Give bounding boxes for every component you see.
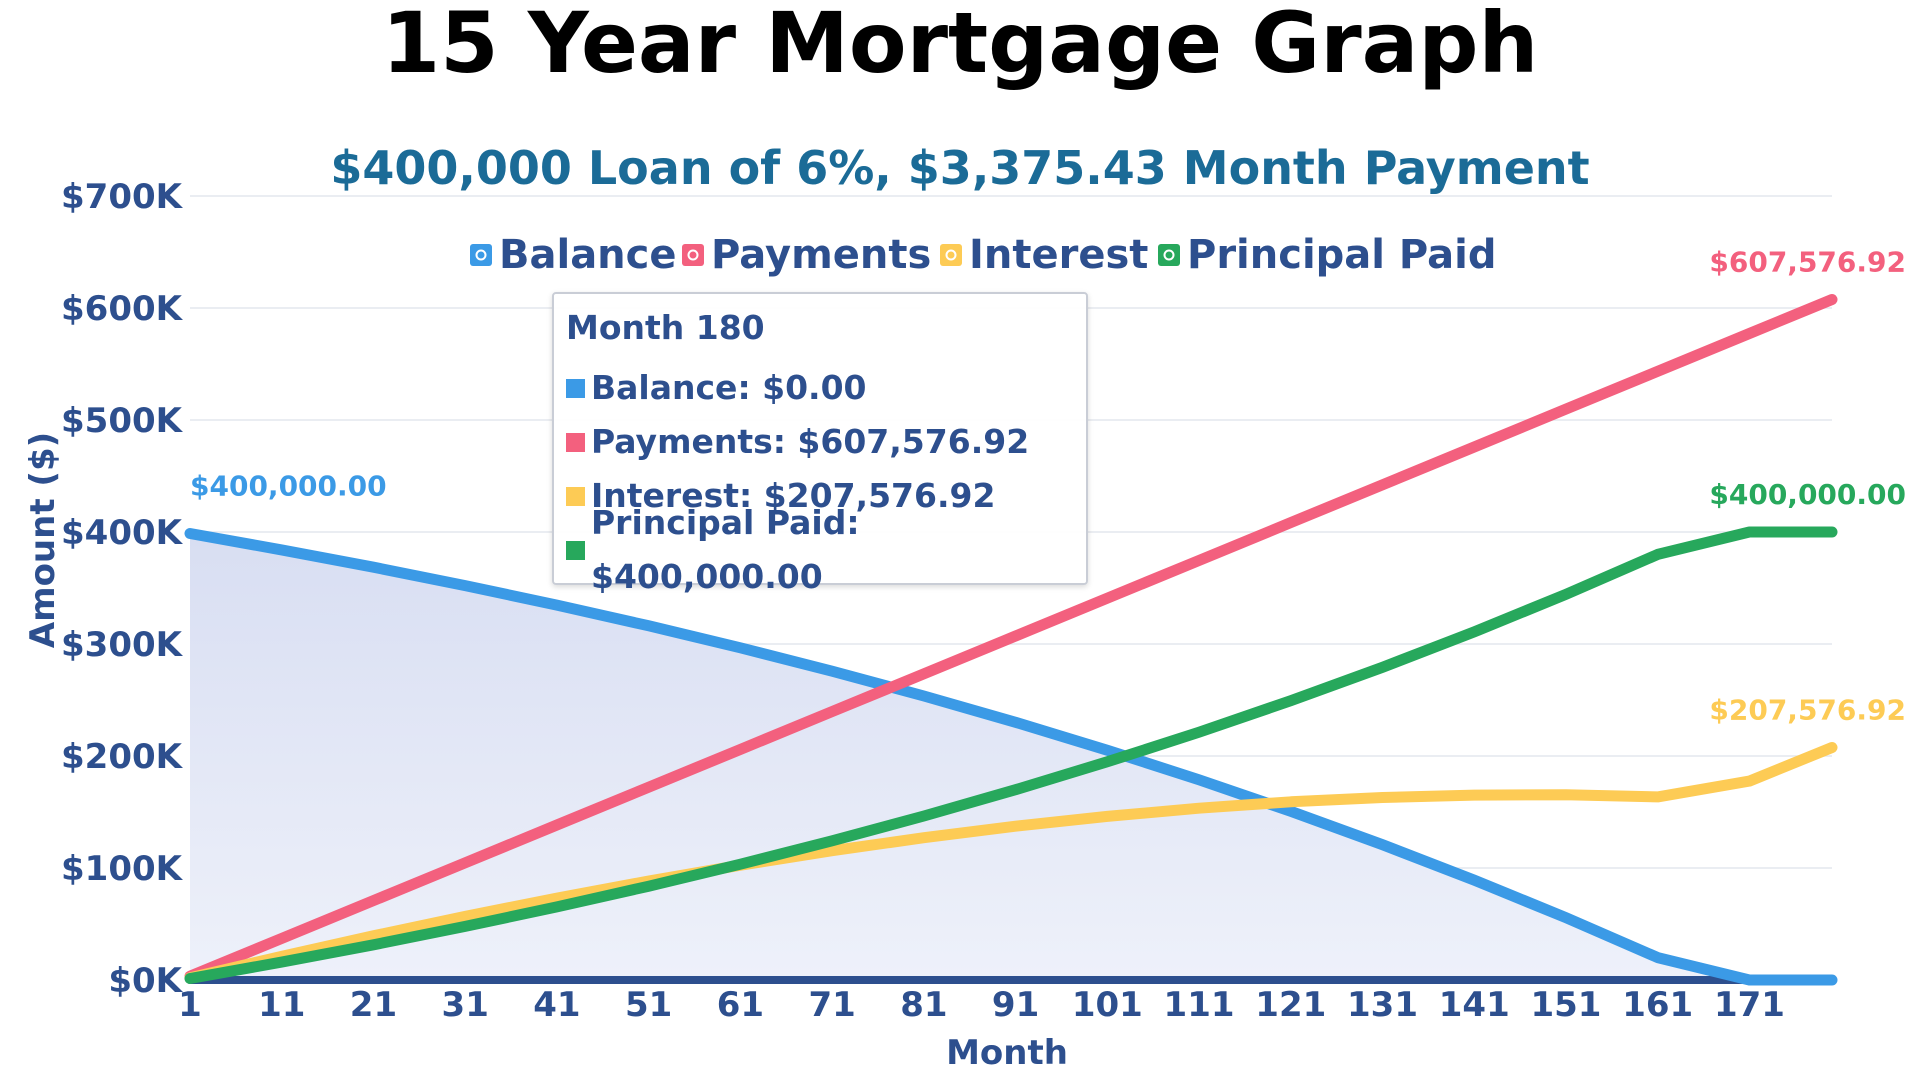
y-tick-label: $500K [61,401,184,441]
series-area-balance [190,533,1832,980]
legend-swatch-payments [682,244,704,266]
legend-swatch-dot-icon [945,249,957,261]
legend-item-interest: Interest [940,232,1148,278]
chart-subtitle: $400,000 Loan of 6%, $3,375.43 Month Pay… [330,141,1589,195]
legend-swatch-balance [470,244,492,266]
legend-swatch-dot-icon [1163,249,1175,261]
y-tick-label: $200K [61,737,184,777]
legend: Balance Payments Interest Principal Paid [470,232,1497,278]
series-line-principal-paid [184,526,1838,984]
legend-label-principal-paid: Principal Paid [1187,232,1497,278]
legend-label-interest: Interest [969,232,1148,278]
tooltip-row-payments: Payments: $607,576.92 [566,415,1074,469]
tooltip-swatch-payments [566,432,585,452]
x-tick-label: 151 [1530,985,1601,1025]
x-axis-ticks: 1 11 21 31 41 51 61 71 81 91 101 111 121 131 141 151 161… [178,985,1785,1025]
legend-item-payments: Payments [682,232,931,278]
x-tick-label: 21 [350,985,397,1025]
tooltip-label-principal: Principal Paid: $400,000.00 [591,503,860,596]
x-tick-label: 51 [625,985,672,1025]
x-tick-label: 121 [1255,985,1326,1025]
x-tick-label: 171 [1714,985,1785,1025]
series-line-balance [184,528,1838,986]
x-tick-label: 1 [178,985,202,1025]
tooltip-label-interest: Interest: $207,576.92 [591,476,996,515]
x-tick-label: 131 [1347,985,1418,1025]
y-tick-label: $400K [61,513,184,553]
end-labels: $400,000.00 $607,576.92 $207,576.92 $400,00… [190,246,1906,727]
data-label-principal-paid: $400,000.00 [1709,478,1906,511]
x-tick-label: 71 [808,985,855,1025]
legend-label-balance: Balance [499,232,677,278]
x-axis-label: Month [946,1033,1068,1073]
x-tick-label: 91 [992,985,1039,1025]
x-tick-label: 111 [1164,985,1235,1025]
legend-label-payments: Payments [711,232,931,278]
y-tick-label: $100K [61,849,184,889]
data-label-payments: $607,576.92 [1709,246,1906,279]
data-label-balance: $400,000.00 [190,470,387,503]
legend-swatch-dot-icon [475,249,487,261]
x-tick-label: 141 [1439,985,1510,1025]
tooltip-label-balance: Balance: $0.00 [591,368,867,407]
y-tick-label: $700K [61,177,184,217]
tooltip-row-balance: Balance: $0.00 [566,361,1074,415]
x-tick-label: 41 [533,985,580,1025]
legend-swatch-interest [940,244,962,266]
tooltip-label-payments: Payments: $607,576.92 [591,422,1030,461]
x-tick-label: 61 [717,985,764,1025]
tooltip-title: Month 180 [566,308,765,347]
tooltip: Month 180 Balance: $0.00 Payments: $607,… [552,292,1088,596]
x-tick-label: 11 [258,985,305,1025]
legend-item-balance: Balance [470,232,677,278]
x-tick-label: 161 [1622,985,1693,1025]
series-layer [184,294,1838,986]
tooltip-swatch-interest [566,486,585,506]
x-tick-label: 31 [442,985,489,1025]
tooltip-row-interest: Interest: $207,576.92 [566,469,1074,523]
tooltip-swatch-principal [566,540,585,560]
series-line-interest [184,742,1838,984]
x-tick-label: 81 [900,985,947,1025]
legend-item-principal-paid: Principal Paid [1158,232,1497,278]
y-tick-label: $0K [108,961,183,1001]
legend-swatch-principal-paid [1158,244,1180,266]
series-line-payments [184,294,1838,982]
tooltip-swatch-balance [566,378,585,398]
y-tick-label: $600K [61,289,184,329]
y-axis-label: Amount ($) [23,432,63,648]
legend-swatch-dot-icon [687,249,699,261]
chart-title: 15 Year Mortgage Graph [382,0,1539,92]
tooltip-row-principal: Principal Paid: $400,000.00 [566,503,1074,596]
y-axis-ticks: $0K $100K $200K $300K $400K $500K $600K $700K [61,177,184,1001]
x-tick-label: 101 [1072,985,1143,1025]
y-tick-label: $300K [61,625,184,665]
data-label-interest: $207,576.92 [1709,694,1906,727]
